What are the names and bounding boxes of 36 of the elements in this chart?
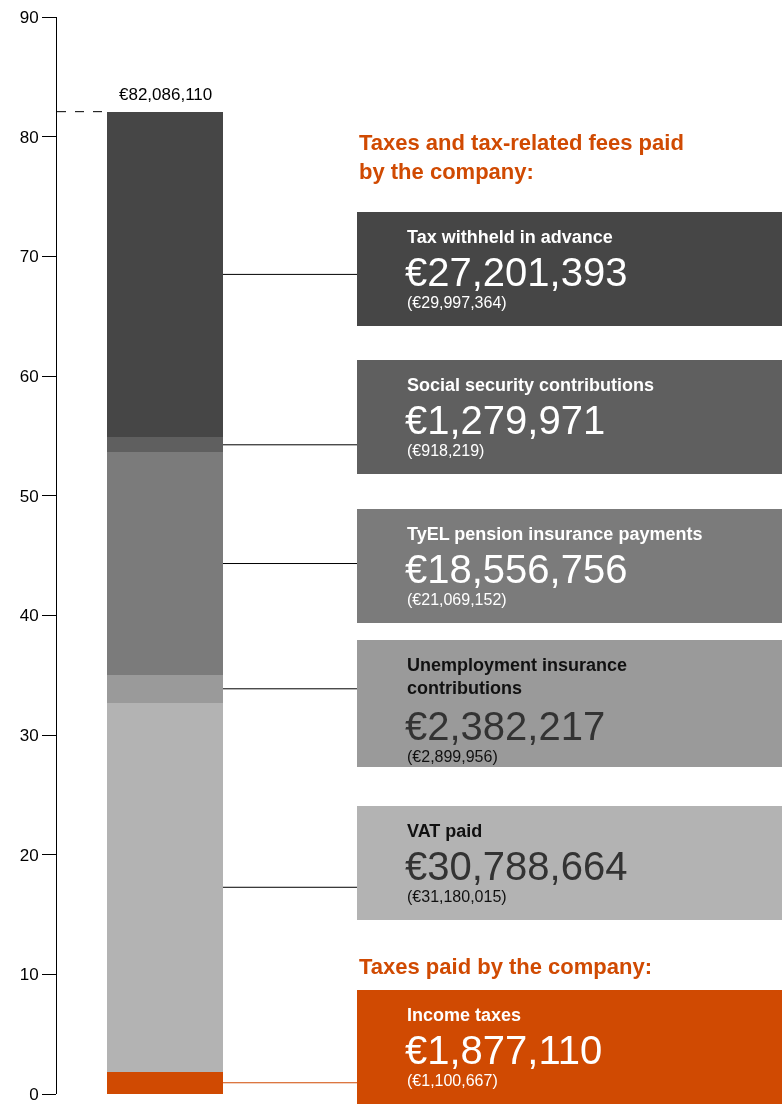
y-tick-label: 40: [19, 606, 39, 626]
text: €18,556,756: [405, 547, 628, 591]
y-tick-label: 10: [19, 965, 39, 985]
text: TyEL pension insurance payments: [407, 524, 703, 544]
text: (€31,180,015): [407, 888, 507, 905]
text: Social security contributions: [407, 375, 655, 395]
y-tick-label: 70: [19, 247, 39, 267]
y-tick-label: 50: [19, 486, 39, 506]
text: Taxes paid by the company:: [359, 954, 653, 979]
text: (€1,100,667): [407, 1072, 498, 1089]
text: (€918,219): [407, 442, 485, 459]
y-tick-label: 80: [19, 127, 39, 147]
text: €1,279,971: [405, 398, 606, 442]
text: €1,877,110: [405, 1028, 603, 1072]
y-tick-label: 20: [19, 845, 39, 865]
text: (€29,997,364): [407, 294, 507, 311]
bar: [107, 111, 224, 438]
bar: [107, 674, 224, 704]
text: Unemployment insurance contributions: [407, 655, 628, 699]
y-tick-label: 60: [19, 366, 39, 386]
text: Tax withheld in advance: [407, 227, 613, 247]
text: VAT paid: [407, 821, 483, 841]
text: Income taxes: [407, 1005, 522, 1025]
text: €30,788,664: [405, 844, 628, 888]
text: €2,382,217: [405, 704, 606, 748]
y-tick-label: 0: [29, 1084, 39, 1104]
y-tick-label: 90: [19, 7, 39, 27]
bar: [107, 437, 224, 453]
bar: [107, 452, 224, 675]
bar: [107, 703, 224, 1072]
text: Taxes and tax-related fees paid by the company:: [359, 130, 684, 184]
ref-line-label: €82,086,110: [119, 85, 213, 104]
y-tick-label: 30: [19, 725, 39, 745]
text: (€21,069,152): [407, 591, 507, 608]
text: €27,201,393: [405, 250, 628, 294]
text: (€2,899,956): [407, 748, 498, 765]
